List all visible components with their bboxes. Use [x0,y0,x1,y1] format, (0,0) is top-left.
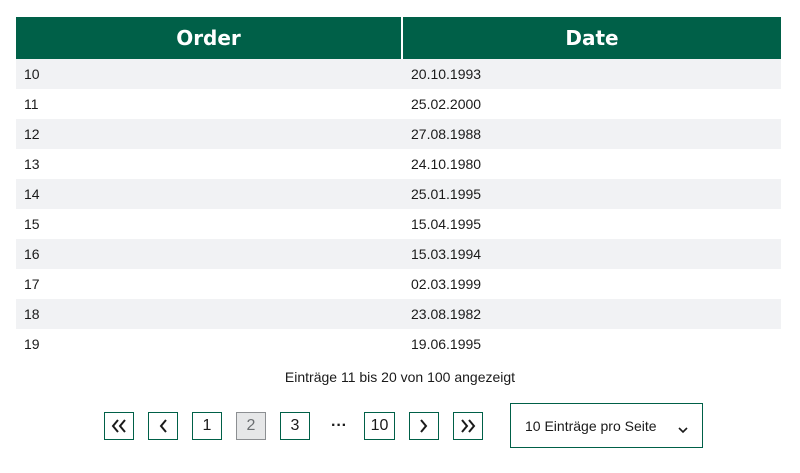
page-button-3[interactable]: 3 [280,412,310,440]
table-row: 11 25.02.2000 [16,89,781,119]
table-row: 16 15.03.1994 [16,239,781,269]
chevron-down-icon [678,421,688,437]
order-cell: 19 [16,329,402,359]
order-cell: 11 [16,89,402,119]
order-cell: 10 [16,59,402,89]
double-chevron-left-icon [111,419,127,433]
column-header-order[interactable]: Order [16,17,403,59]
last-page-button[interactable] [453,412,483,440]
chevron-right-icon [419,419,429,433]
order-cell: 16 [16,239,402,269]
table-row: 13 24.10.1980 [16,149,781,179]
date-cell: 15.04.1995 [402,209,781,239]
table-row: 15 15.04.1995 [16,209,781,239]
order-cell: 17 [16,269,402,299]
date-cell: 02.03.1999 [402,269,781,299]
table-row: 17 02.03.1999 [16,269,781,299]
date-cell: 19.06.1995 [402,329,781,359]
first-page-button[interactable] [104,412,134,440]
page-button-1[interactable]: 1 [192,412,222,440]
date-cell: 25.01.1995 [402,179,781,209]
data-table-container: Order Date 10 20.10.1993 11 25.02.2000 1… [16,17,781,359]
page-button-10[interactable]: 10 [364,412,395,440]
page-button-2-current[interactable]: 2 [236,412,266,440]
table-header-row: Order Date [16,17,781,59]
next-page-button[interactable] [409,412,439,440]
date-cell: 23.08.1982 [402,299,781,329]
table-row: 10 20.10.1993 [16,59,781,89]
pagination: 1 2 3 ··· 10 [104,412,497,440]
date-cell: 15.03.1994 [402,239,781,269]
order-cell: 18 [16,299,402,329]
table-row: 14 25.01.1995 [16,179,781,209]
order-cell: 12 [16,119,402,149]
date-cell: 20.10.1993 [402,59,781,89]
date-cell: 24.10.1980 [402,149,781,179]
entries-status-text: Einträge 11 bis 20 von 100 angezeigt [284,369,516,385]
column-header-date[interactable]: Date [402,17,781,59]
order-cell: 13 [16,149,402,179]
page-size-value: 10 Einträge pro Seite [525,417,657,434]
table-row: 18 23.08.1982 [16,299,781,329]
order-cell: 14 [16,179,402,209]
order-cell: 15 [16,209,402,239]
date-cell: 25.02.2000 [402,89,781,119]
double-chevron-right-icon [460,419,476,433]
page-size-select[interactable]: 10 Einträge pro Seite [510,403,703,448]
data-table: Order Date 10 20.10.1993 11 25.02.2000 1… [16,17,781,359]
date-cell: 27.08.1988 [402,119,781,149]
table-row: 12 27.08.1988 [16,119,781,149]
table-row: 19 19.06.1995 [16,329,781,359]
pagination-ellipsis: ··· [331,417,347,434]
prev-page-button[interactable] [148,412,178,440]
chevron-left-icon [158,419,168,433]
